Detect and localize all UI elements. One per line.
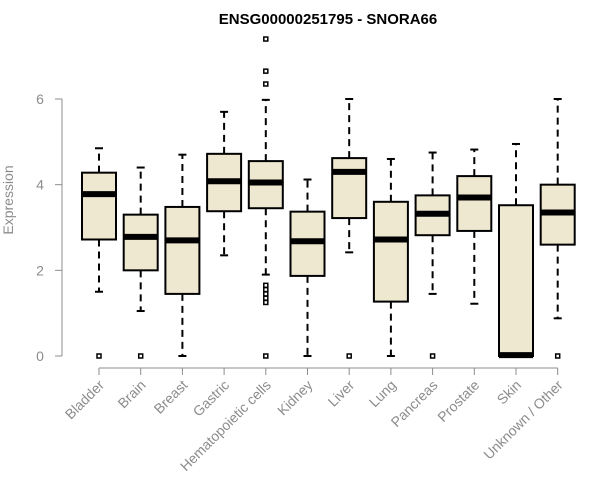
outlier-point	[263, 295, 269, 301]
box-skin	[498, 142, 534, 359]
outlier-point	[263, 68, 269, 74]
x-tick-label: Skin	[494, 377, 525, 408]
iqr-box	[331, 157, 368, 220]
outlier-point	[96, 353, 102, 359]
outlier-point	[263, 299, 269, 306]
iqr-box	[122, 213, 159, 272]
box-lung	[372, 157, 409, 357]
iqr-box	[372, 200, 409, 303]
y-tick-label: 6	[36, 91, 44, 107]
x-tick-label: Breast	[151, 377, 191, 417]
y-tick-label: 4	[36, 177, 44, 193]
outlier-point	[263, 282, 269, 289]
outlier-point	[263, 353, 269, 359]
x-tick-label: Lung	[366, 377, 399, 410]
x-tick-label: Liver	[325, 377, 358, 410]
outlier-point	[263, 81, 269, 87]
x-tick-label: Kidney	[274, 377, 316, 419]
box-bladder	[81, 147, 117, 359]
box-prostate	[456, 148, 493, 305]
box-kidney	[289, 178, 326, 357]
x-tick-label: Bladder	[62, 377, 108, 423]
outlier-point	[263, 286, 269, 293]
outlier-point	[137, 353, 144, 359]
axes: 0 2 4 6	[36, 91, 559, 375]
box-hematopoietic-cells	[247, 36, 284, 359]
y-tick-label: 2	[36, 262, 44, 278]
x-tick-label: Prostate	[434, 377, 482, 425]
box-gastric	[206, 110, 243, 257]
iqr-box	[81, 171, 117, 241]
y-axis-label: Expression	[0, 165, 16, 234]
box-unknown-other	[539, 98, 576, 359]
chart-title: ENSG00000251795 - SNORA66	[219, 11, 437, 28]
y-tick-label: 0	[36, 348, 44, 364]
outlier-point	[263, 291, 269, 297]
x-tick-label: Brain	[114, 377, 148, 411]
iqr-box	[498, 204, 534, 357]
outlier-point	[346, 353, 352, 359]
iqr-box	[456, 175, 493, 232]
x-tick-label: Unknown / Other	[480, 377, 566, 463]
box-pancreas	[414, 151, 451, 359]
boxes	[81, 36, 576, 359]
outlier-point	[554, 353, 561, 359]
outlier-point	[429, 353, 436, 359]
iqr-box	[164, 205, 201, 295]
outlier-point	[263, 36, 269, 42]
box-liver	[331, 98, 368, 359]
box-brain	[122, 166, 159, 359]
box-breast	[164, 153, 201, 357]
